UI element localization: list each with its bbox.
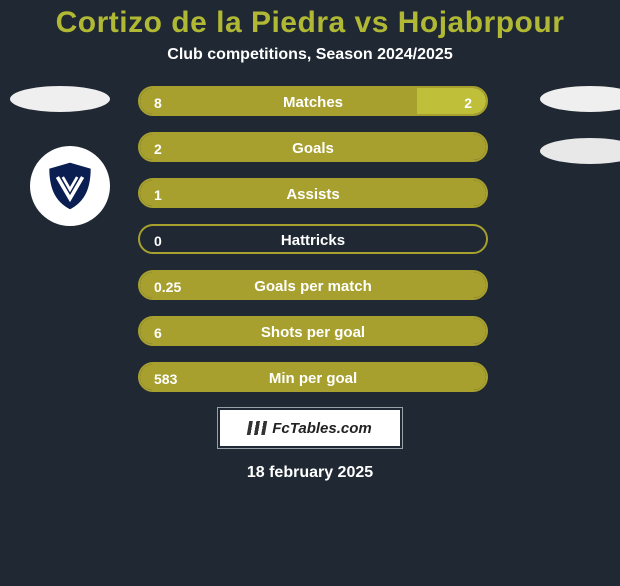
player-right-badge-placeholder-2 [540, 138, 620, 164]
player-left-badge-placeholder [10, 86, 110, 112]
stat-bar: 6Shots per goal [138, 316, 488, 346]
stat-bars: 82Matches 2Goals 1Assists 0Hattricks 0.25Goa… [138, 86, 488, 392]
stat-bar: 82Matches [138, 86, 488, 116]
stat-label: Hattricks [140, 226, 486, 254]
club-logo-left [30, 146, 110, 226]
stat-label: Min per goal [140, 364, 486, 392]
page-title: Cortizo de la Piedra vs Hojabrpour [0, 6, 620, 40]
page-subtitle: Club competitions, Season 2024/2025 [0, 46, 620, 64]
stat-label: Matches [140, 88, 486, 116]
footer-date: 18 february 2025 [0, 464, 620, 482]
stat-bar: 0Hattricks [138, 224, 488, 254]
stat-bar: 583Min per goal [138, 362, 488, 392]
stat-bar: 2Goals [138, 132, 488, 162]
stat-label: Assists [140, 180, 486, 208]
stat-label: Goals [140, 134, 486, 162]
stat-bar: 0.25Goals per match [138, 270, 488, 300]
shield-icon [43, 159, 97, 213]
stats-area: 82Matches 2Goals 1Assists 0Hattricks 0.25Goa… [0, 86, 620, 392]
stat-bar: 1Assists [138, 178, 488, 208]
chart-icon [247, 421, 267, 435]
footer-site-text: FcTables.com [272, 420, 371, 437]
footer-site-badge: FcTables.com [218, 408, 402, 448]
stat-label: Goals per match [140, 272, 486, 300]
stat-label: Shots per goal [140, 318, 486, 346]
player-right-badge-placeholder-1 [540, 86, 620, 112]
